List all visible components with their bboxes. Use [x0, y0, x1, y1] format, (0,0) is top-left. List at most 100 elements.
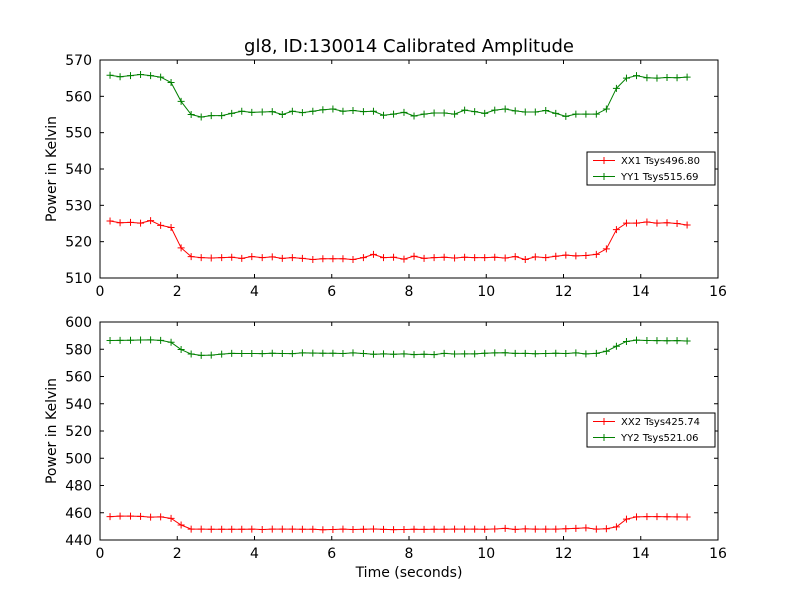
data-point-marker — [329, 349, 337, 357]
data-point-marker — [521, 255, 529, 263]
data-point-marker — [380, 525, 388, 533]
data-point-marker — [511, 525, 519, 533]
data-point-marker — [451, 110, 459, 118]
data-point-marker — [612, 226, 620, 234]
data-point-marker — [673, 220, 681, 227]
y-tick-label: 530 — [65, 198, 92, 214]
data-point-marker — [643, 513, 651, 521]
data-point-marker — [542, 254, 550, 262]
x-tick-label: 14 — [632, 546, 650, 562]
data-point-marker — [147, 217, 155, 225]
data-point-marker — [127, 512, 135, 520]
data-point-marker — [420, 350, 428, 358]
y-tick-label: 440 — [65, 533, 92, 549]
data-point-marker — [258, 254, 266, 262]
y-tick-label: 460 — [65, 506, 92, 522]
legend-marker — [600, 173, 608, 180]
data-point-marker — [298, 349, 306, 357]
data-point-marker — [521, 108, 529, 116]
data-point-marker — [582, 110, 590, 118]
y-axis-label: Power in Kelvin — [44, 378, 60, 484]
x-tick-label: 0 — [96, 284, 105, 300]
data-point-marker — [491, 253, 499, 261]
data-point-marker — [207, 254, 215, 262]
data-point-marker — [228, 253, 236, 261]
data-point-marker — [258, 108, 266, 116]
data-point-marker — [127, 218, 135, 226]
data-point-marker — [147, 513, 155, 521]
data-point-marker — [400, 526, 408, 534]
data-point-marker — [248, 253, 256, 261]
data-point-marker — [673, 74, 681, 82]
legend-marker — [600, 418, 608, 425]
data-point-marker — [562, 349, 570, 357]
data-point-marker — [309, 349, 317, 357]
data-point-marker — [187, 253, 195, 261]
data-point-marker — [683, 221, 691, 229]
data-point-marker — [147, 72, 155, 80]
data-point-marker — [592, 110, 600, 118]
data-point-marker — [542, 107, 550, 115]
data-point-marker — [461, 106, 469, 114]
data-point-marker — [238, 349, 246, 357]
data-point-marker — [167, 338, 175, 346]
data-point-marker — [643, 74, 651, 82]
data-point-marker — [248, 349, 256, 357]
data-point-marker — [410, 252, 418, 260]
data-point-marker — [157, 336, 165, 344]
data-point-marker — [582, 350, 590, 358]
data-point-marker — [218, 525, 226, 533]
data-point-marker — [582, 251, 590, 259]
data-point-marker — [552, 252, 560, 260]
data-point-marker — [461, 525, 469, 533]
x-tick-label: 12 — [555, 546, 573, 562]
series-line — [109, 74, 688, 118]
data-point-marker — [268, 108, 276, 116]
data-point-marker — [440, 253, 448, 261]
data-point-marker — [106, 337, 114, 345]
data-point-marker — [369, 525, 377, 533]
x-tick-label: 14 — [632, 284, 650, 300]
data-point-marker — [501, 524, 509, 532]
data-point-marker — [369, 250, 377, 258]
data-point-marker — [451, 254, 459, 262]
data-point-marker — [238, 107, 246, 115]
data-point-marker — [167, 223, 175, 231]
data-point-marker — [430, 525, 438, 533]
data-point-marker — [349, 526, 357, 534]
data-point-marker — [400, 108, 408, 116]
data-point-marker — [359, 108, 367, 116]
legend: XX2 Tsys425.74 YY2 Tsys521.06 — [586, 412, 716, 448]
data-point-marker — [349, 349, 357, 357]
data-point-marker — [622, 219, 630, 227]
data-point-marker — [197, 351, 205, 359]
x-tick-label: 12 — [555, 284, 573, 300]
data-point-marker — [349, 255, 357, 263]
data-point-marker — [592, 525, 600, 533]
data-point-marker — [309, 255, 317, 263]
data-point-marker — [633, 219, 641, 227]
data-point-marker — [127, 72, 135, 80]
data-point-marker — [319, 255, 327, 263]
data-point-marker — [369, 350, 377, 358]
data-point-marker — [491, 349, 499, 357]
data-point-marker — [359, 525, 367, 533]
data-point-marker — [653, 74, 661, 82]
data-point-marker — [410, 112, 418, 120]
data-point-marker — [501, 254, 509, 262]
data-point-marker — [258, 350, 266, 358]
data-point-marker — [440, 525, 448, 533]
data-point-marker — [643, 337, 651, 345]
data-point-marker — [390, 526, 398, 534]
data-point-marker — [329, 526, 337, 534]
data-point-marker — [380, 111, 388, 119]
data-point-marker — [633, 513, 641, 521]
data-point-marker — [238, 254, 246, 262]
x-tick-label: 4 — [250, 546, 259, 562]
data-point-marker — [309, 525, 317, 533]
data-point-marker — [612, 523, 620, 531]
series-line — [110, 339, 688, 356]
data-point-marker — [197, 525, 205, 533]
data-point-marker — [461, 350, 469, 358]
